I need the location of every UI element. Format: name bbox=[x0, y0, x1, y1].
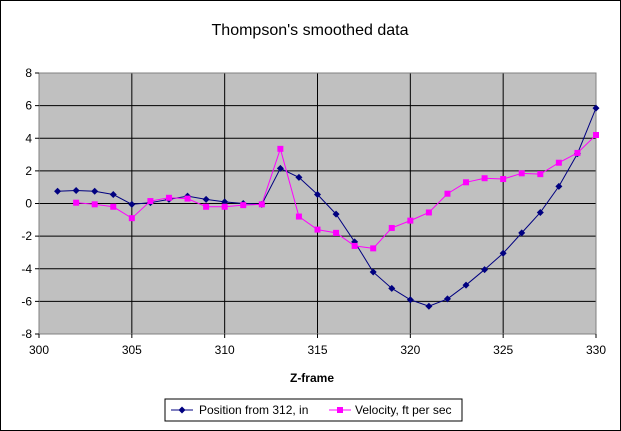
data-point bbox=[518, 229, 526, 237]
data-point bbox=[91, 201, 98, 208]
x-tick-label: 300 bbox=[29, 343, 49, 357]
y-tick-label: 6 bbox=[25, 99, 32, 113]
y-tick-label: -2 bbox=[21, 229, 32, 243]
data-point bbox=[54, 187, 62, 195]
x-tick-label: 325 bbox=[493, 343, 513, 357]
data-point bbox=[444, 190, 451, 197]
data-point bbox=[128, 215, 135, 222]
series-2 bbox=[73, 131, 599, 252]
data-point bbox=[128, 200, 136, 208]
data-point bbox=[425, 302, 433, 310]
data-point bbox=[518, 170, 525, 177]
data-point bbox=[73, 199, 80, 206]
data-point bbox=[462, 281, 470, 289]
data-point bbox=[555, 159, 562, 166]
data-point bbox=[592, 104, 600, 112]
data-point bbox=[184, 195, 191, 202]
data-point bbox=[72, 186, 80, 194]
data-point bbox=[463, 179, 470, 186]
data-point bbox=[388, 224, 395, 231]
data-point bbox=[443, 295, 451, 303]
y-tick-label: 2 bbox=[25, 164, 32, 178]
data-point bbox=[407, 217, 414, 224]
chart-title: Thompson's smoothed data bbox=[212, 22, 409, 39]
data-point bbox=[574, 149, 581, 156]
y-tick-label: -4 bbox=[21, 262, 32, 276]
data-point bbox=[147, 198, 154, 205]
data-point bbox=[221, 198, 229, 206]
data-point bbox=[276, 164, 284, 172]
data-point bbox=[555, 182, 563, 190]
data-point bbox=[314, 226, 321, 233]
x-tick-label: 320 bbox=[400, 343, 420, 357]
x-tick-label: 315 bbox=[307, 343, 327, 357]
y-tick-label: 8 bbox=[25, 66, 32, 80]
x-tick-label: 310 bbox=[215, 343, 235, 357]
legend-label: Position from 312, in bbox=[199, 403, 308, 417]
data-point bbox=[109, 191, 117, 199]
data-point bbox=[499, 249, 507, 257]
data-point bbox=[202, 195, 210, 203]
data-point bbox=[91, 187, 99, 195]
data-point bbox=[295, 173, 303, 181]
data-point bbox=[203, 203, 210, 210]
data-point bbox=[481, 266, 489, 274]
data-point bbox=[370, 245, 377, 252]
data-point bbox=[425, 209, 432, 216]
data-point bbox=[536, 208, 544, 216]
data-point bbox=[369, 268, 377, 276]
y-tick-label: 4 bbox=[25, 131, 32, 145]
data-point bbox=[481, 175, 488, 182]
data-point bbox=[295, 213, 302, 220]
data-point bbox=[277, 145, 284, 152]
data-point bbox=[240, 202, 247, 209]
data-point bbox=[351, 242, 358, 249]
x-tick-label: 305 bbox=[122, 343, 142, 357]
plot-area: -8 -6 -4 -2 0 2 4 6 8 300 305 310 315 320 325 330 bbox=[21, 66, 606, 357]
data-point bbox=[314, 191, 321, 199]
y-tick-label: -6 bbox=[21, 294, 32, 308]
legend-marker bbox=[337, 407, 343, 413]
legend: Position from 312, in Velocity, ft per se… bbox=[164, 398, 463, 422]
data-point bbox=[537, 171, 544, 178]
y-tick-label: 0 bbox=[25, 197, 32, 211]
data-point bbox=[165, 194, 172, 201]
data-point bbox=[110, 203, 117, 210]
x-tick-label: 330 bbox=[586, 343, 606, 357]
data-point bbox=[221, 203, 228, 210]
y-tick-label: -8 bbox=[21, 327, 32, 341]
x-axis-label: Z-frame bbox=[290, 371, 334, 385]
legend-marker bbox=[178, 406, 186, 414]
data-point bbox=[593, 131, 599, 138]
data-point bbox=[388, 284, 396, 292]
data-point bbox=[333, 229, 340, 236]
legend-label: Velocity, ft per sec bbox=[355, 403, 452, 417]
series-1 bbox=[54, 104, 600, 310]
legend-box bbox=[164, 398, 463, 422]
data-point bbox=[332, 210, 340, 218]
data-point bbox=[258, 201, 265, 208]
data-point bbox=[500, 176, 507, 183]
data-point bbox=[406, 296, 414, 304]
